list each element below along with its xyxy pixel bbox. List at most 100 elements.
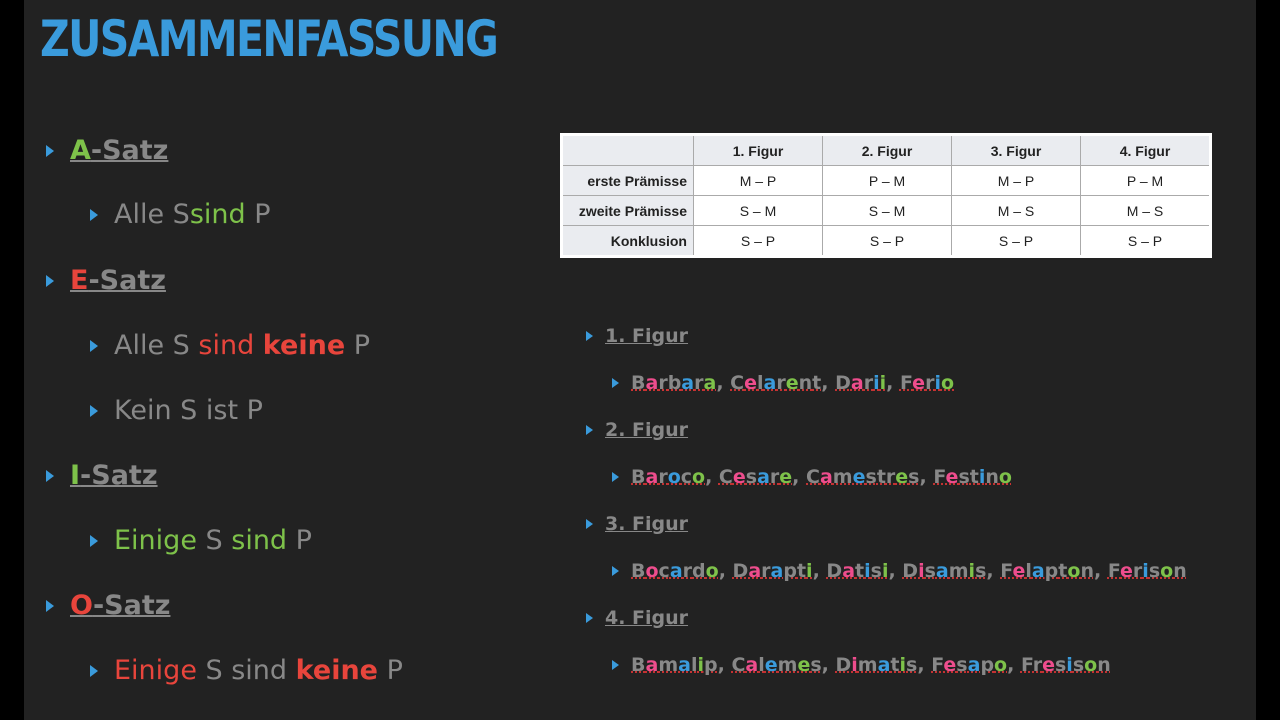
cell: M – P <box>693 165 823 196</box>
cell: S – P <box>951 225 1081 257</box>
text: P <box>378 655 403 686</box>
text: sind <box>198 330 263 361</box>
mood-name: Barbara <box>631 372 717 394</box>
table-header <box>561 134 694 166</box>
table-header: 3. Figur <box>951 134 1081 166</box>
text: keine <box>295 655 378 686</box>
figure-heading: 1. Figur <box>586 325 688 347</box>
bullet-icon <box>90 208 98 221</box>
text: Einige <box>114 525 197 556</box>
text: P <box>287 525 312 556</box>
mood-name: Disamis <box>902 560 987 582</box>
letter-a: A <box>70 135 91 166</box>
heading-rest: -Satz <box>90 135 169 166</box>
text: sind <box>231 525 288 556</box>
figure-label: 2. Figur <box>605 419 689 441</box>
figure-label: 1. Figur <box>605 325 689 347</box>
text: Alle S <box>114 199 190 230</box>
mood-name: Fresison <box>1020 654 1111 676</box>
text: P <box>245 199 271 230</box>
table-header: 2. Figur <box>822 134 952 166</box>
cell: S – M <box>693 195 823 226</box>
cell: P – M <box>822 165 952 196</box>
text: S sind <box>196 655 296 686</box>
mood-name: Camestres <box>806 466 920 488</box>
text: Alle S <box>114 330 199 361</box>
mood-names: Bamalip, Calemes, Dimatis, Fesapo, Fresi… <box>612 654 1111 676</box>
text: P <box>345 330 371 361</box>
page-title: ZUSAMMENFASSUNG <box>40 10 499 68</box>
mood-name: Calemes <box>731 654 822 676</box>
mood-name: Datisi <box>826 560 889 582</box>
bullet-icon <box>586 613 593 623</box>
bullet-icon <box>612 378 619 388</box>
slide: ZUSAMMENFASSUNG A -Satz Alle S sind P E -S… <box>24 0 1256 720</box>
mood-names: Baroco, Cesare, Camestres, Festino <box>612 466 1012 488</box>
mood-name: Felapton <box>1000 560 1094 582</box>
bullet-icon <box>612 566 619 576</box>
mood-name: Dimatis <box>835 654 918 676</box>
heading-rest: -Satz <box>88 265 166 296</box>
row-header: Konklusion <box>561 225 694 257</box>
mood-name: Darapti <box>732 560 813 582</box>
bullet-icon <box>586 519 593 529</box>
mood-name: Fesapo <box>931 654 1008 676</box>
letter-o: O <box>70 590 93 621</box>
cell: P – M <box>1080 165 1211 196</box>
figure-heading: 4. Figur <box>586 607 688 629</box>
letter-e: E <box>70 265 89 296</box>
bullet-icon <box>46 144 54 157</box>
o-satz-line: Einige S sind keine P <box>90 655 403 686</box>
mood-name: Celarent <box>730 372 822 394</box>
mood-name: Baroco <box>631 466 706 488</box>
bullet-icon <box>90 664 98 677</box>
text: S <box>196 525 232 556</box>
bullet-icon <box>586 425 593 435</box>
letter-i: I <box>70 460 81 491</box>
figure-heading: 3. Figur <box>586 513 688 535</box>
text: Kein S ist P <box>114 395 263 426</box>
bullet-icon <box>612 472 619 482</box>
cell: S – P <box>822 225 952 257</box>
bullet-icon <box>46 599 54 612</box>
e-satz-line-1: Alle S sind keine P <box>90 330 370 361</box>
table-header: 1. Figur <box>693 134 823 166</box>
figure-heading: 2. Figur <box>586 419 688 441</box>
heading-rest: -Satz <box>92 590 171 621</box>
text: Einige <box>114 655 197 686</box>
bullet-icon <box>90 404 98 417</box>
mood-name: Bocardo <box>631 560 719 582</box>
figures-table: 1. Figur 2. Figur 3. Figur 4. Figur erst… <box>560 133 1212 258</box>
mood-names: Bocardo, Darapti, Datisi, Disamis, Felap… <box>612 560 1187 582</box>
cell: S – P <box>693 225 823 257</box>
e-satz-line-2: Kein S ist P <box>90 395 263 426</box>
i-satz-heading: I -Satz <box>46 460 158 491</box>
row-header: zweite Prämisse <box>561 195 694 226</box>
table-header: 4. Figur <box>1080 134 1211 166</box>
mood-name: Festino <box>933 466 1012 488</box>
text: keine <box>262 330 346 361</box>
table-header-row: 1. Figur 2. Figur 3. Figur 4. Figur <box>561 134 1211 166</box>
cell: M – S <box>951 195 1081 226</box>
a-satz-heading: A -Satz <box>46 135 168 166</box>
mood-names: Barbara, Celarent, Darii, Ferio <box>612 372 954 394</box>
bullet-icon <box>90 534 98 547</box>
a-satz-line: Alle S sind P <box>90 199 271 230</box>
text: sind <box>189 199 246 230</box>
mood-name: Cesare <box>718 466 793 488</box>
cell: M – P <box>951 165 1081 196</box>
bullet-icon <box>46 274 54 287</box>
mood-name: Darii <box>835 372 887 394</box>
row-header: erste Prämisse <box>561 165 694 196</box>
heading-rest: -Satz <box>80 460 158 491</box>
figure-label: 4. Figur <box>605 607 689 629</box>
cell: S – M <box>822 195 952 226</box>
mood-name: Ferison <box>1107 560 1187 582</box>
e-satz-heading: E -Satz <box>46 265 166 296</box>
bullet-icon <box>586 331 593 341</box>
figure-label: 3. Figur <box>605 513 689 535</box>
bullet-icon <box>90 339 98 352</box>
mood-name: Bamalip <box>631 654 718 676</box>
